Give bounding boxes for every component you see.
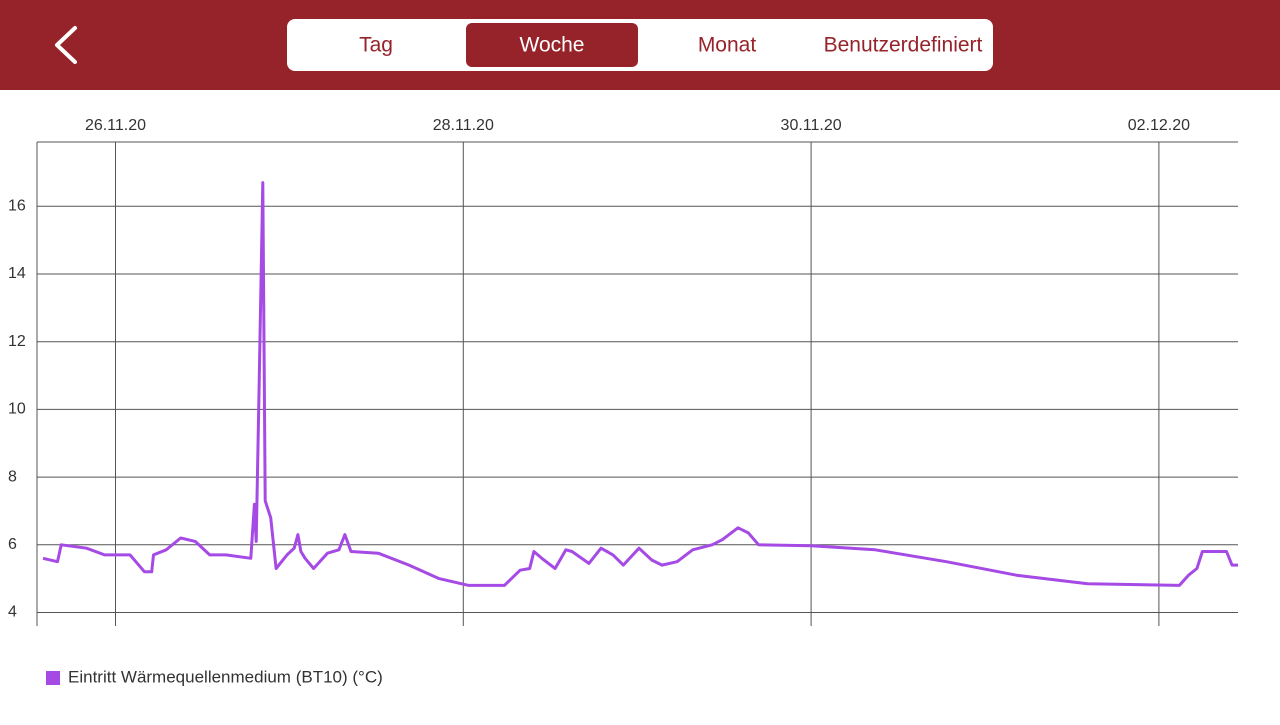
segmented-control — [287, 19, 993, 71]
x-tick-label: 26.11.20 — [85, 117, 146, 134]
y-tick-label: 8 — [8, 468, 17, 485]
y-tick-label: 16 — [8, 198, 26, 215]
legend-label: Eintritt Wärmequellenmedium (BT10) (°C) — [68, 667, 383, 686]
x-tick-label: 30.11.20 — [781, 117, 842, 134]
y-tick-label: 12 — [8, 333, 26, 350]
legend-swatch — [46, 671, 60, 685]
data-line — [42, 181, 1238, 587]
tab[interactable]: Benutzerdefiniert — [824, 34, 983, 57]
x-tick-label: 28.11.20 — [433, 117, 494, 134]
tab-selected-bg — [466, 23, 638, 67]
y-tick-label: 10 — [8, 401, 26, 418]
tab[interactable]: Tag — [359, 34, 393, 57]
y-tick-label: 14 — [8, 265, 26, 282]
tab[interactable]: Woche — [520, 34, 585, 57]
back-button[interactable] — [55, 26, 77, 64]
y-tick-label: 6 — [8, 536, 17, 553]
tab[interactable]: Monat — [698, 34, 757, 57]
y-tick-label: 4 — [8, 604, 17, 621]
x-tick-label: 02.12.20 — [1128, 117, 1190, 134]
